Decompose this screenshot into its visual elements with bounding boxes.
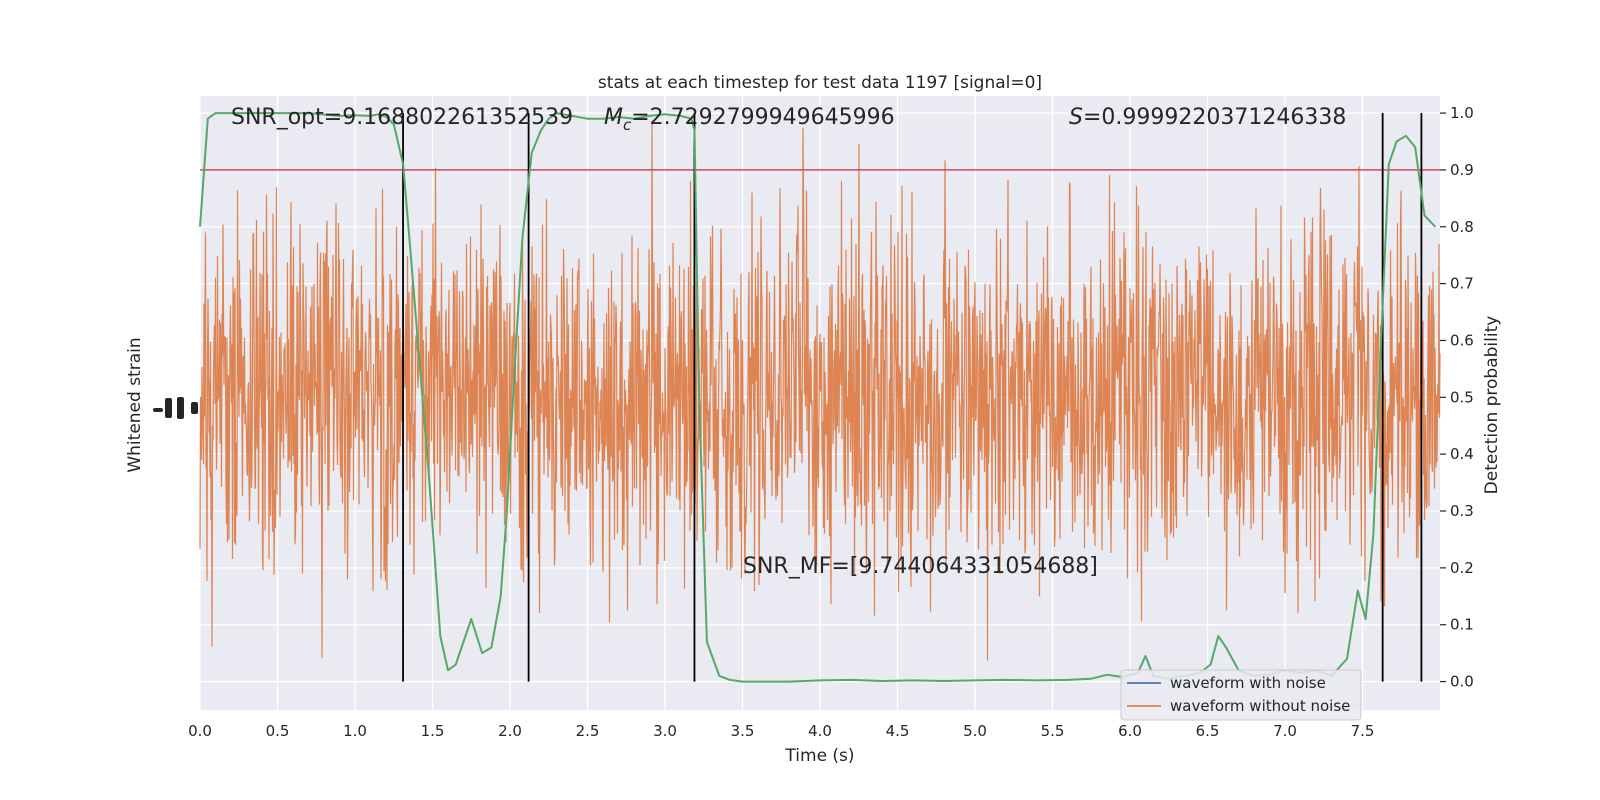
x-tick-label-14: 7.0 [1273, 722, 1297, 740]
y-tick-label-3: 0.3 [1450, 502, 1474, 520]
x-axis-label: Time (s) [784, 746, 854, 766]
s-annotation: S=0.9999220371246338 [1069, 105, 1346, 130]
left-axis-ticks [153, 397, 198, 419]
legend-label-with-noise: waveform with noise [1170, 674, 1326, 692]
s-value: =0.9999220371246338 [1083, 105, 1346, 130]
left-tick-mark-0 [153, 408, 163, 412]
left-tick-mark-1 [165, 398, 172, 418]
chirp-mass-subscript: c [623, 116, 632, 134]
y-tick-label-0: 0.0 [1450, 673, 1474, 691]
right-axis-ticks: 0.0 0.1 0.2 0.3 0.4 0.5 0.6 0.7 0.8 0.9 1.0 [1440, 104, 1474, 691]
x-tick-label-13: 6.5 [1196, 722, 1220, 740]
vertical-markers [402, 113, 1423, 682]
chirp-mass-annotation: Mc=2.7292799949645996 [604, 105, 895, 134]
legend-box [1120, 669, 1362, 721]
chart-title: stats at each timestep for test data 119… [598, 73, 1042, 93]
x-tick-label-10: 5.0 [963, 722, 987, 740]
x-tick-label-8: 4.0 [808, 722, 832, 740]
x-tick-label-6: 3.0 [653, 722, 677, 740]
chirp-mass-value: =2.7292799949645996 [631, 105, 894, 130]
snr-opt-annotation: SNR_opt=9.168802261352539 [231, 105, 573, 130]
y-tick-label-8: 0.8 [1450, 218, 1474, 236]
x-tick-label-2: 1.0 [343, 722, 367, 740]
left-tick-mark-2 [177, 397, 184, 419]
x-tick-label-4: 2.0 [498, 722, 522, 740]
x-tick-label-5: 2.5 [576, 722, 600, 740]
y-tick-label-4: 0.4 [1450, 445, 1474, 463]
y-tick-label-5: 0.5 [1450, 388, 1474, 406]
x-tick-label-7: 3.5 [731, 722, 755, 740]
x-tick-label-15: 7.5 [1351, 722, 1375, 740]
y-tick-label-9: 0.9 [1450, 161, 1474, 179]
legend-label-without-noise: waveform without noise [1170, 697, 1350, 715]
x-axis-ticks: 0.0 0.5 1.0 1.5 2.0 2.5 3.0 3.5 4.0 4.5 5.0 5.5 6.0 6… [188, 722, 1374, 740]
y-tick-label-6: 0.6 [1450, 331, 1474, 349]
legend: waveform with noise waveform without noi… [1120, 669, 1362, 721]
x-tick-label-9: 4.5 [886, 722, 910, 740]
left-axis-label: Whitened strain [125, 337, 145, 472]
x-tick-label-0: 0.0 [188, 722, 212, 740]
x-tick-label-3: 1.5 [421, 722, 445, 740]
y-tick-label-2: 0.2 [1450, 559, 1474, 577]
right-axis-label: Detection probability [1482, 316, 1502, 495]
snr-mf-annotation: SNR_MF=[9.744064331054688] [743, 554, 1098, 579]
y-tick-label-7: 0.7 [1450, 275, 1474, 293]
y-tick-label-1: 0.1 [1450, 616, 1474, 634]
waveform-without-noise-line [199, 120, 1441, 661]
x-tick-label-12: 6.0 [1118, 722, 1142, 740]
waveform-without-noise-series [199, 120, 1441, 661]
x-tick-label-1: 0.5 [266, 722, 290, 740]
x-tick-label-11: 5.5 [1041, 722, 1065, 740]
y-tick-label-10: 1.0 [1450, 104, 1474, 122]
left-tick-mark-3 [191, 402, 198, 414]
s-symbol: S [1069, 105, 1083, 130]
chirp-mass-symbol: M [604, 105, 623, 130]
